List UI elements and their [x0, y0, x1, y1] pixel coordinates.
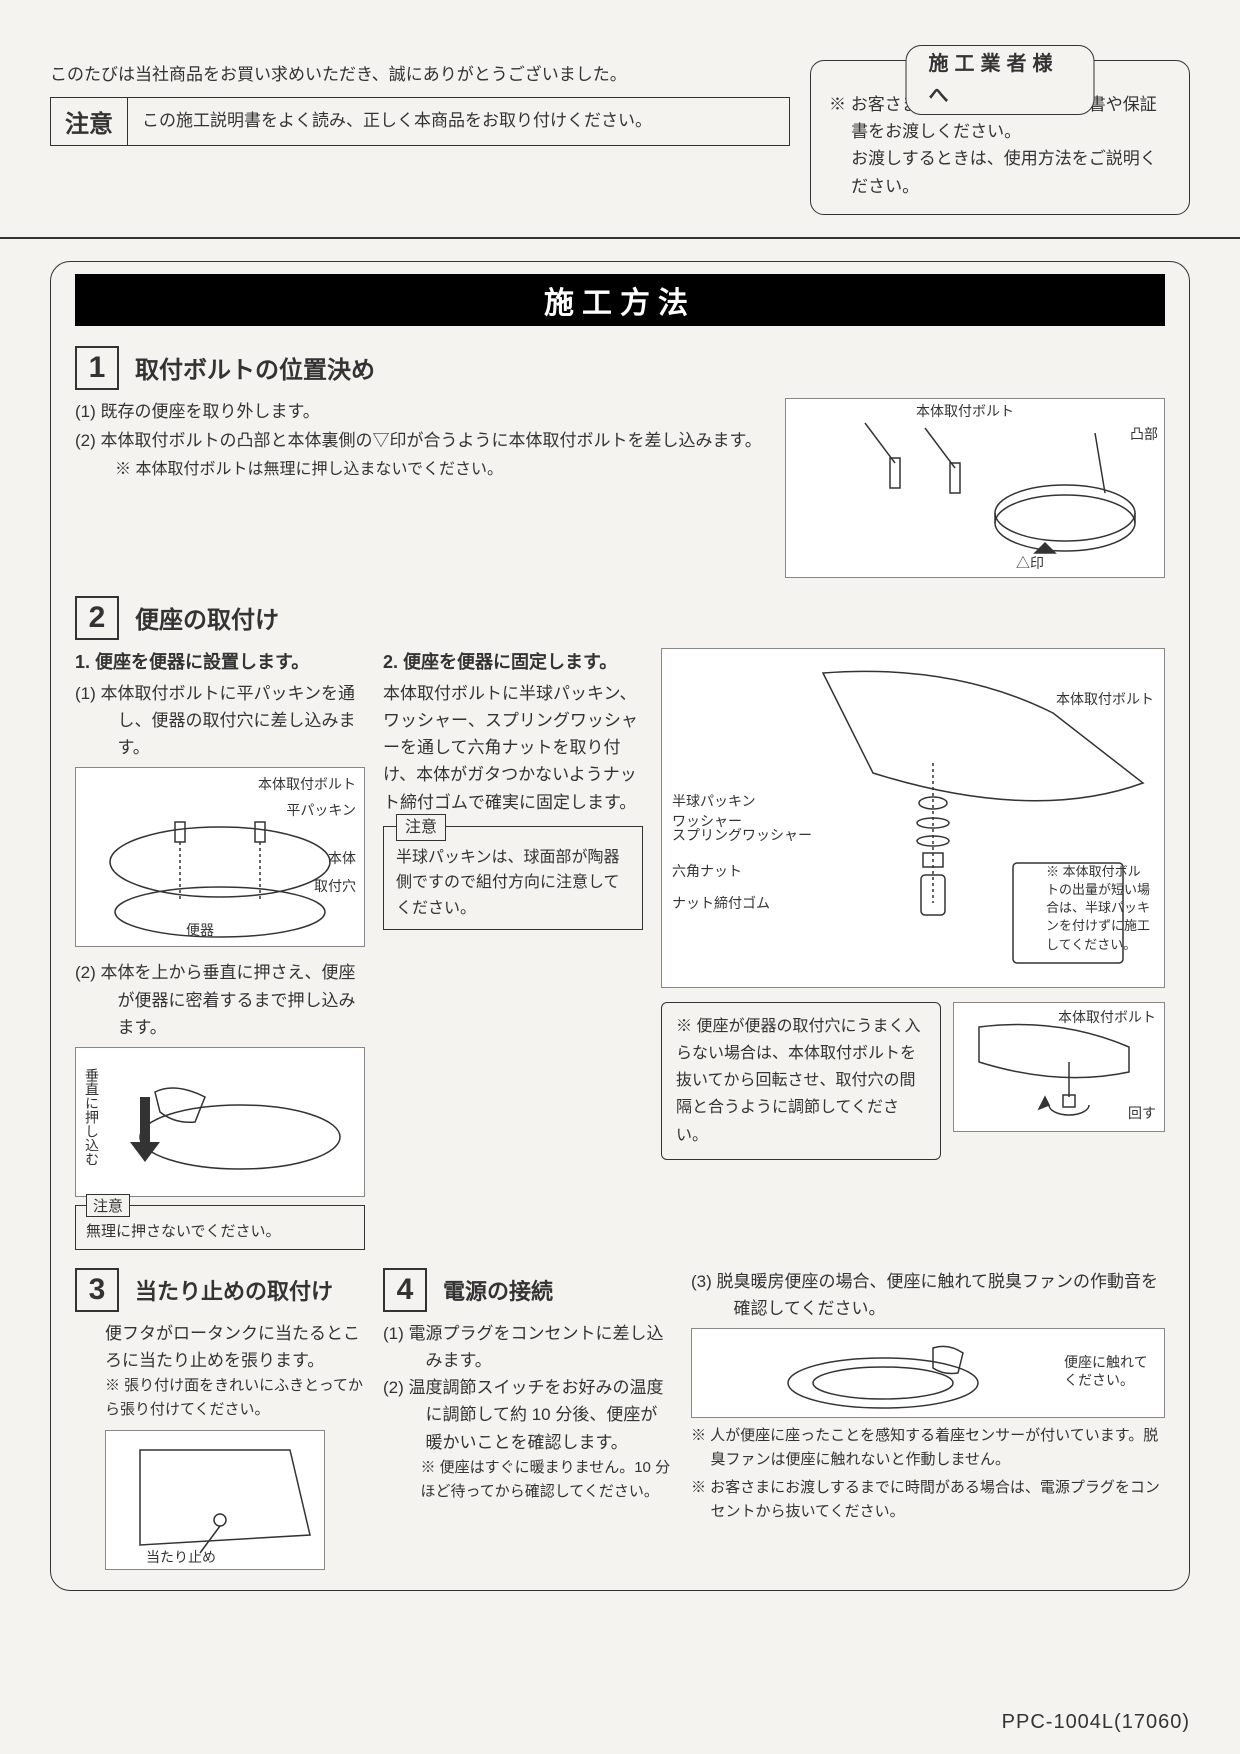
step2-figure2: 垂直に押し込む	[75, 1047, 365, 1197]
step3-title: 当たり止めの取付け	[135, 1274, 333, 1306]
f3-hemi: 半球パッキン	[672, 791, 756, 811]
step2-sub1-1: (1) 本体取付ボルトに平パッキンを通し、便器の取付穴に差し込みます。	[75, 680, 365, 762]
step4-num: 4	[383, 1268, 427, 1312]
step1-row: (1) 既存の便座を取り外します。 (2) 本体取付ボルトの凸部と本体裏側の▽印…	[75, 398, 1165, 578]
step3-header: 3 当たり止めの取付け	[75, 1268, 365, 1312]
step2-bottom-note-row: ※ 便座が便器の取付穴にうまく入らない場合は、本体取付ボルトを抜いてから回転させ…	[661, 1002, 1165, 1160]
method-title: 施工方法	[75, 274, 1165, 326]
step4-figure: 便座に触れてください。	[691, 1328, 1165, 1418]
step2-title: 便座の取付け	[135, 600, 279, 635]
step4-text2: (2) 温度調節スイッチをお好みの温度に調節して約 10 分後、便座が暖かいこと…	[383, 1374, 673, 1456]
bolt-diagram-icon	[795, 403, 1155, 573]
thanks-text: このたびは当社商品をお買い求めいただき、誠にありがとうございました。	[50, 60, 790, 85]
f3-nut: 六角ナット	[672, 861, 742, 881]
step2-sub2-text: 本体取付ボルトに半球パッキン、ワッシャー、スプリングワッシャーを通して六角ナット…	[383, 680, 643, 816]
main-frame: 施工方法 1 取付ボルトの位置決め (1) 既存の便座を取り外します。 (2) …	[50, 261, 1190, 1592]
arrow-down-icon	[130, 1097, 160, 1162]
step1-num: 1	[75, 346, 119, 390]
installer-line2: お渡しするときは、使用方法をご説明ください。	[829, 145, 1171, 199]
step1-figure: 本体取付ボルト 凸部 △印	[785, 398, 1165, 578]
step4-col-left: 4 電源の接続 (1) 電源プラグをコンセントに差し込みます。 (2) 温度調節…	[383, 1268, 673, 1570]
step2-figure4: 本体取付ボルト 回す	[953, 1002, 1165, 1132]
step3-num: 3	[75, 1268, 119, 1312]
step2-caution1: 注意 無理に押さないでください。	[75, 1205, 365, 1250]
fig-label-protrusion: 凸部	[1130, 424, 1158, 444]
divider	[0, 237, 1240, 239]
fig-label-bolt: 本体取付ボルト	[916, 401, 1014, 421]
f2-label: 垂直に押し込む	[82, 1068, 102, 1166]
step1-text1: (1) 既存の便座を取り外します。	[75, 398, 765, 427]
f1-hole: 取付穴	[314, 876, 356, 896]
step4-note3: ※ 人が便座に座ったことを感知する着座センサーが付いています。脱臭ファンは便座に…	[691, 1424, 1165, 1472]
step3-col: 3 当たり止めの取付け 便フタがロータンクに当たるところに当たり止めを張ります。…	[75, 1268, 365, 1570]
step4-col-right: (3) 脱臭暖房便座の場合、便座に触れて脱臭ファンの作動音を確認してください。 …	[691, 1268, 1165, 1570]
step1-text: (1) 既存の便座を取り外します。 (2) 本体取付ボルトの凸部と本体裏側の▽印…	[75, 398, 765, 578]
step1-text2: (2) 本体取付ボルトの凸部と本体裏側の▽印が合うように本体取付ボルトを差し込み…	[75, 427, 765, 456]
f1-bolt: 本体取付ボルト	[258, 774, 356, 794]
step3-fig-label: 当たり止め	[146, 1547, 216, 1567]
step1-header: 1 取付ボルトの位置決め	[75, 346, 1165, 390]
step4-note2: ※ 便座はすぐに暖まりません。10 分ほど待ってから確認してください。	[383, 1456, 673, 1504]
f4-rotate: 回す	[1128, 1103, 1156, 1123]
step2-sub2-title: 2. 便座を便器に固定します。	[383, 648, 643, 674]
step2-caution2-title: 注意	[396, 814, 446, 842]
step4-text1: (1) 電源プラグをコンセントに差し込みます。	[383, 1320, 673, 1374]
stopper-icon	[110, 1435, 320, 1565]
step2-caution2-text: 半球パッキンは、球面部が陶器側ですので組付方向に注意してください。	[396, 845, 630, 922]
step2-num: 2	[75, 596, 119, 640]
step1-title: 取付ボルトの位置決め	[135, 350, 375, 385]
f3-bolt: 本体取付ボルト	[1056, 689, 1154, 709]
step2-caution1-title: 注意	[86, 1194, 130, 1217]
step2-mid: 2. 便座を便器に固定します。 本体取付ボルトに半球パッキン、ワッシャー、スプリ…	[383, 648, 643, 1250]
f3-note: ※ 本体取付ボルトの出量が短い場合は、半球パッキンを付けずに施工してください。	[1046, 863, 1152, 954]
step1-note: ※ 本体取付ボルトは無理に押し込まないでください。	[75, 456, 765, 483]
f3-spring: スプリングワッシャー	[672, 827, 812, 844]
step2-sub1-title: 1. 便座を便器に設置します。	[75, 648, 365, 674]
caution-row: 注意 この施工説明書をよく読み、正しく本商品をお取り付けください。	[50, 97, 790, 146]
left-header: このたびは当社商品をお買い求めいただき、誠にありがとうございました。 注意 この…	[50, 60, 790, 146]
header-row: このたびは当社商品をお買い求めいただき、誠にありがとうございました。 注意 この…	[50, 60, 1190, 215]
step2-figure1: 本体取付ボルト 平パッキン 本体 取付穴 便器	[75, 767, 365, 947]
step2-caution2: 注意 半球パッキンは、球面部が陶器側ですので組付方向に注意してください。	[383, 826, 643, 931]
footer-code: PPC-1004L(17060)	[1002, 1711, 1190, 1734]
installer-box: 施工業者様へ ※ お客さまに必ず本書と取扱説明書や保証書をお渡しください。 お渡…	[810, 60, 1190, 215]
f3-rubber: ナット締付ゴム	[672, 893, 770, 913]
press-down-icon	[85, 1052, 355, 1192]
step2-figure3: 本体取付ボルト 半球パッキン ワッシャー スプリングワッシャー 六角ナット ナッ…	[661, 648, 1165, 988]
f4-bolt: 本体取付ボルト	[1058, 1009, 1156, 1026]
step2-header: 2 便座の取付け	[75, 596, 1165, 640]
seat-install-icon	[85, 772, 355, 942]
step2-caution1-text: 無理に押さないでください。	[86, 1220, 354, 1241]
step2-note-box: ※ 便座が便器の取付穴にうまく入らない場合は、本体取付ボルトを抜いてから回転させ…	[661, 1002, 941, 1160]
step2-right: 本体取付ボルト 半球パッキン ワッシャー スプリングワッシャー 六角ナット ナッ…	[661, 648, 1165, 1250]
step4-fig-label: 便座に触れてください。	[1064, 1353, 1154, 1389]
bottom-row: 3 当たり止めの取付け 便フタがロータンクに当たるところに当たり止めを張ります。…	[75, 1268, 1165, 1570]
step4-text3: (3) 脱臭暖房便座の場合、便座に触れて脱臭ファンの作動音を確認してください。	[691, 1268, 1165, 1322]
installer-title: 施工業者様へ	[906, 45, 1095, 115]
touch-seat-icon	[763, 1333, 1093, 1413]
f1-toilet: 便器	[186, 920, 214, 940]
step4-note4: ※ お客さまにお渡しするまでに時間がある場合は、電源プラグをコンセントから抜いて…	[691, 1476, 1165, 1524]
step2-container: 1. 便座を便器に設置します。 (1) 本体取付ボルトに平パッキンを通し、便器の…	[75, 648, 1165, 1250]
step3-text1: 便フタがロータンクに当たるところに当たり止めを張ります。	[75, 1320, 365, 1374]
step3-figure: 当たり止め	[105, 1430, 325, 1570]
step2-sub1-2: (2) 本体を上から垂直に押さえ、便座が便器に密着するまで押し込みます。	[75, 959, 365, 1041]
caution-label: 注意	[51, 98, 128, 145]
f1-body: 本体	[328, 848, 356, 868]
step4-header: 4 電源の接続	[383, 1268, 673, 1312]
step4-title: 電源の接続	[443, 1274, 553, 1306]
f1-packing: 平パッキン	[286, 800, 356, 820]
step3-note: ※ 張り付け面をきれいにふきとってから張り付けてください。	[75, 1374, 365, 1422]
caution-text: この施工説明書をよく読み、正しく本商品をお取り付けください。	[128, 98, 666, 145]
fig-label-mark: △印	[1016, 553, 1044, 573]
step2-left: 1. 便座を便器に設置します。 (1) 本体取付ボルトに平パッキンを通し、便器の…	[75, 648, 365, 1250]
